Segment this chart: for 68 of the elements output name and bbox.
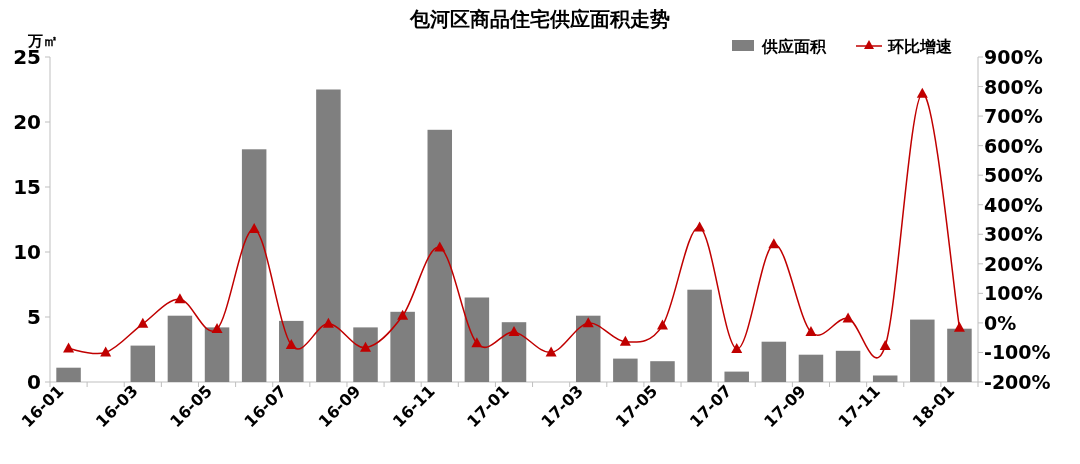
point <box>916 87 928 98</box>
bar <box>130 345 156 382</box>
point <box>285 339 297 350</box>
y2-tick-label: 800% <box>984 75 1043 98</box>
point <box>322 317 334 328</box>
bar <box>279 320 304 382</box>
point <box>842 312 854 323</box>
point <box>63 342 75 353</box>
point <box>953 321 965 332</box>
y-tick-label: 10 <box>13 240 41 264</box>
y2-tick-label: 400% <box>984 193 1043 216</box>
bar <box>761 341 787 382</box>
bar <box>204 327 230 382</box>
point <box>805 326 817 337</box>
y2-tick-label: 200% <box>984 252 1043 275</box>
y2-tick-label: 100% <box>984 282 1043 305</box>
point <box>656 319 668 330</box>
point <box>397 309 409 320</box>
point <box>174 293 186 304</box>
point <box>248 222 260 233</box>
point <box>768 238 780 249</box>
bar <box>427 129 453 382</box>
point <box>694 221 706 232</box>
bar <box>390 311 415 382</box>
y-tick-label: 20 <box>13 110 41 134</box>
bar <box>575 315 601 382</box>
y2-tick-label: -200% <box>984 371 1051 393</box>
y-tick-label: 5 <box>27 305 41 329</box>
y2-tick-label: 300% <box>984 223 1043 246</box>
y-axis-title: 万㎡ <box>27 32 58 50</box>
point <box>508 326 520 337</box>
bar <box>798 354 824 382</box>
point <box>211 323 223 334</box>
bar <box>501 322 527 382</box>
point <box>582 317 594 328</box>
bar <box>316 89 341 382</box>
point <box>545 346 557 357</box>
bar <box>687 289 712 382</box>
bar <box>724 371 749 382</box>
point <box>137 317 149 328</box>
bar <box>613 358 638 382</box>
y-tick-label: 15 <box>13 175 41 199</box>
bar <box>167 315 193 382</box>
point <box>434 241 446 252</box>
bar <box>56 367 81 382</box>
bar <box>353 327 378 382</box>
y2-tick-label: 600% <box>984 134 1043 157</box>
point <box>879 339 891 350</box>
bar <box>947 328 972 382</box>
y2-tick-label: 0% <box>984 311 1017 334</box>
legend-label: 供应面积 <box>761 37 827 56</box>
y2-tick-label: -100% <box>984 341 1051 364</box>
point <box>360 341 372 352</box>
bar <box>241 149 267 382</box>
bar <box>650 361 675 382</box>
legend-label: 环比增速 <box>887 37 953 56</box>
bar <box>872 375 898 382</box>
point <box>619 335 631 346</box>
bar <box>835 350 861 382</box>
y2-tick-label: 900% <box>984 46 1043 68</box>
y2-tick-label: 500% <box>984 164 1043 187</box>
bar <box>910 319 935 382</box>
chart-title: 包河区商品住宅供应面积走势 <box>409 7 670 31</box>
point <box>471 337 483 348</box>
y2-tick-label: 700% <box>984 105 1043 128</box>
bar <box>464 297 490 382</box>
point <box>731 342 743 353</box>
point <box>100 346 112 357</box>
